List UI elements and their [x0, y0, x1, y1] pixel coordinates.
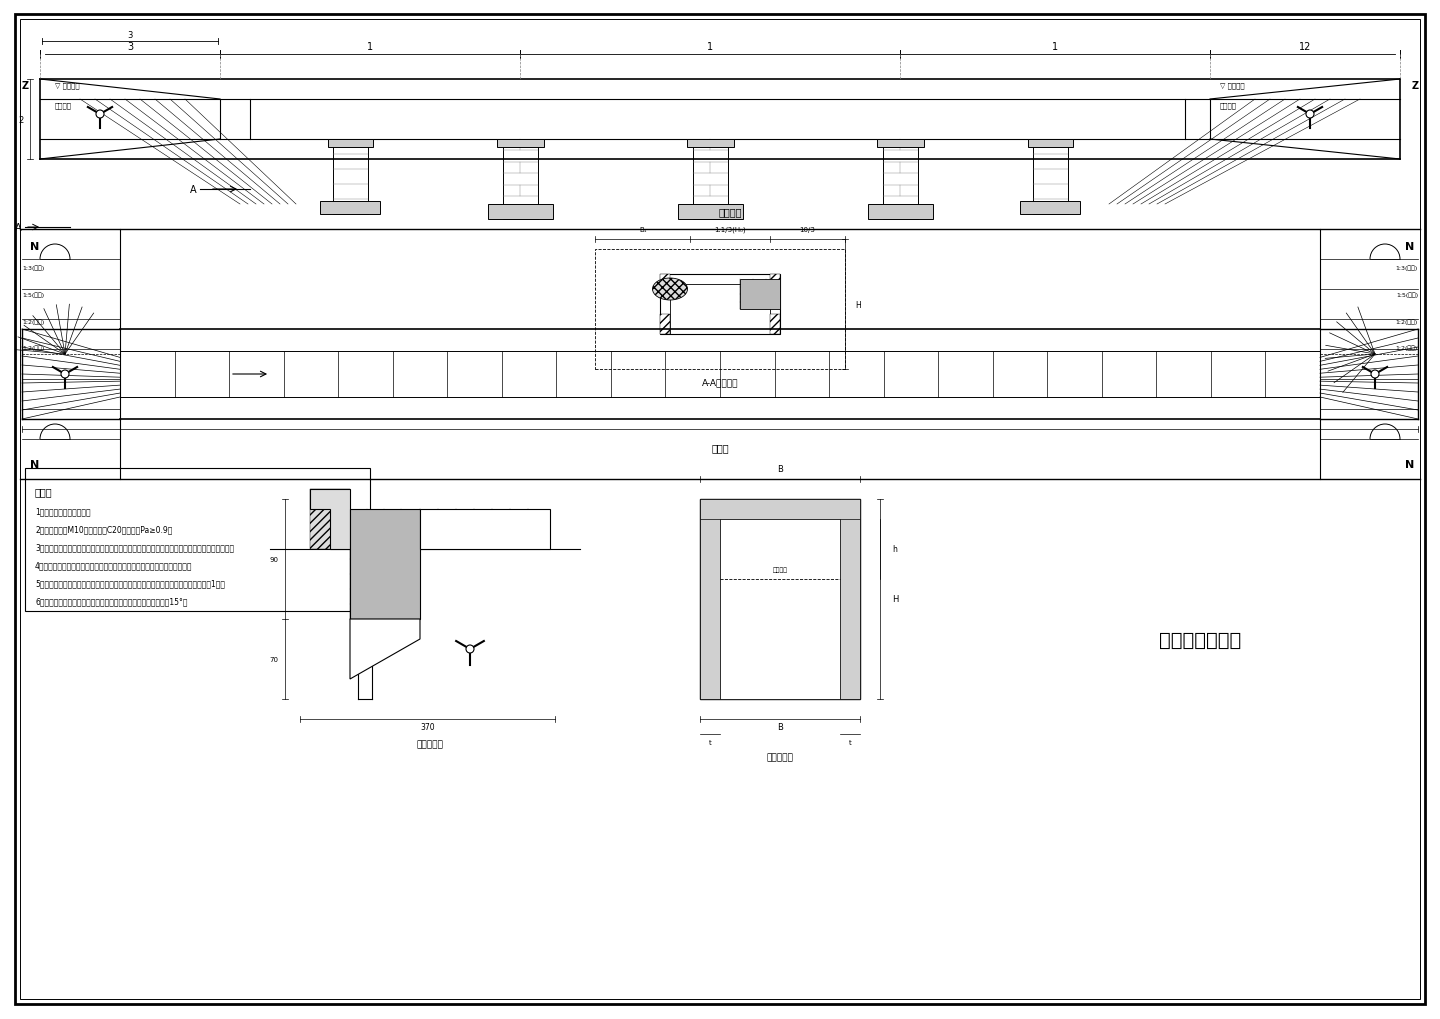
Bar	[877, 140, 924, 148]
Text: 平面图: 平面图	[711, 442, 729, 452]
Text: H: H	[891, 595, 899, 604]
Text: 渠底高程: 渠底高程	[55, 103, 72, 109]
Polygon shape	[350, 620, 420, 680]
Text: 1:2(護坡): 1:2(護坡)	[1395, 344, 1418, 351]
Bar	[868, 205, 933, 220]
Bar	[700, 499, 860, 520]
Bar	[660, 315, 670, 334]
Text: Z: Z	[1411, 81, 1418, 91]
Text: 1:3(台身): 1:3(台身)	[22, 265, 45, 270]
Text: ▽ 正常水位: ▽ 正常水位	[1220, 83, 1244, 90]
Bar	[24, 469, 370, 611]
Text: 1:2(护坡): 1:2(护坡)	[22, 319, 45, 324]
Bar	[687, 140, 734, 148]
Text: 1: 1	[1053, 42, 1058, 52]
Bar	[660, 275, 670, 294]
Bar	[497, 140, 544, 148]
Bar	[700, 499, 860, 699]
Bar	[333, 140, 369, 215]
Text: 1:5(台基): 1:5(台基)	[1395, 291, 1418, 298]
Text: 1:3(台身): 1:3(台身)	[1395, 265, 1418, 270]
Bar	[700, 499, 720, 699]
Text: t: t	[708, 739, 711, 745]
Text: 槽台断面图: 槽台断面图	[416, 740, 444, 749]
Text: 6、槽身与渐变段连接处设的伸缩止水缝，翼墙给水流方向夹角为15°。: 6、槽身与渐变段连接处设的伸缩止水缝，翼墙给水流方向夹角为15°。	[35, 597, 187, 606]
Text: 2、水泥砂浆为M10，混凝土为C20，回填土Pa≥0.9。: 2、水泥砂浆为M10，混凝土为C20，回填土Pa≥0.9。	[35, 525, 173, 534]
Text: N: N	[30, 242, 40, 252]
Text: 370: 370	[420, 721, 435, 731]
Bar	[693, 140, 729, 220]
Text: 3: 3	[127, 42, 132, 52]
Text: 1: 1	[707, 42, 713, 52]
Text: B: B	[778, 722, 783, 732]
Text: 70: 70	[269, 656, 278, 662]
Text: 槽身剖面图: 槽身剖面图	[766, 753, 793, 762]
Text: 渡槽典型设计图: 渡槽典型设计图	[1159, 630, 1241, 649]
Text: h: h	[893, 545, 897, 554]
Text: 12: 12	[1299, 42, 1312, 52]
Bar	[1028, 140, 1073, 148]
Bar	[595, 250, 845, 370]
Text: A-A横剖视图: A-A横剖视图	[701, 378, 739, 387]
Ellipse shape	[652, 279, 687, 301]
Text: Z: Z	[22, 81, 29, 91]
Bar	[350, 510, 420, 620]
Text: 1:5(台基): 1:5(台基)	[22, 291, 45, 298]
Bar	[770, 275, 780, 294]
Text: H: H	[855, 301, 861, 309]
Text: B₁: B₁	[639, 227, 647, 232]
Text: 4、渡槽跨越河沟，槽底必须位于洪水位之上，衬砌及河床的防护自行处理。: 4、渡槽跨越河沟，槽底必须位于洪水位之上，衬砌及河床的防护自行处理。	[35, 560, 193, 570]
Text: N: N	[1405, 242, 1414, 252]
Bar	[720, 520, 840, 699]
Text: 1.1/3(H₀): 1.1/3(H₀)	[714, 226, 746, 233]
Text: 1:2(護坡): 1:2(護坡)	[22, 344, 45, 351]
Text: 3: 3	[127, 31, 132, 40]
Text: 说明：: 说明：	[35, 486, 53, 496]
Text: 1、本图尺寸单位为厘米。: 1、本图尺寸单位为厘米。	[35, 507, 91, 516]
Circle shape	[467, 645, 474, 653]
Text: 设计水位: 设计水位	[772, 567, 788, 573]
Bar	[840, 499, 860, 699]
Text: A: A	[16, 223, 22, 232]
Text: 10/3: 10/3	[799, 227, 815, 232]
Text: N: N	[1405, 460, 1414, 470]
Polygon shape	[310, 489, 350, 549]
Bar	[770, 315, 780, 334]
Circle shape	[96, 111, 104, 119]
Text: 1: 1	[367, 42, 373, 52]
Bar	[1032, 140, 1068, 215]
Bar	[660, 275, 780, 334]
Text: 渠底高程: 渠底高程	[1220, 103, 1237, 109]
Bar	[320, 202, 380, 215]
Circle shape	[1371, 371, 1380, 379]
Bar	[488, 205, 553, 220]
Circle shape	[60, 371, 69, 379]
Circle shape	[1306, 111, 1313, 119]
Text: 3、每座渡槽可视具体情况，由不同跨度的上部结构与不同高度的石墩组成，人行桥板需要设置。: 3、每座渡槽可视具体情况，由不同跨度的上部结构与不同高度的石墩组成，人行桥板需要…	[35, 543, 235, 552]
Text: 2: 2	[19, 115, 24, 124]
Text: 90: 90	[269, 556, 278, 562]
Text: A: A	[190, 184, 197, 195]
Bar	[883, 140, 919, 220]
Bar	[740, 280, 780, 310]
Bar	[1020, 202, 1080, 215]
Bar	[678, 205, 743, 220]
Text: ▽ 正常水位: ▽ 正常水位	[55, 83, 79, 90]
Bar	[670, 284, 770, 334]
Text: N: N	[30, 460, 40, 470]
Bar	[503, 140, 539, 220]
Text: t: t	[848, 739, 851, 745]
Text: 5、渡槽排架、石墩基础以坚硬的岩石基础为宜，否则采用加固措施，且基础埋深大于1米。: 5、渡槽排架、石墩基础以坚硬的岩石基础为宜，否则采用加固措施，且基础埋深大于1米…	[35, 579, 225, 588]
Bar	[328, 140, 373, 148]
Bar	[310, 489, 350, 549]
Text: B: B	[778, 465, 783, 474]
Text: 纵剖视图: 纵剖视图	[719, 207, 742, 217]
Text: 1:2(护坡): 1:2(护坡)	[1395, 319, 1418, 324]
Polygon shape	[420, 510, 550, 549]
